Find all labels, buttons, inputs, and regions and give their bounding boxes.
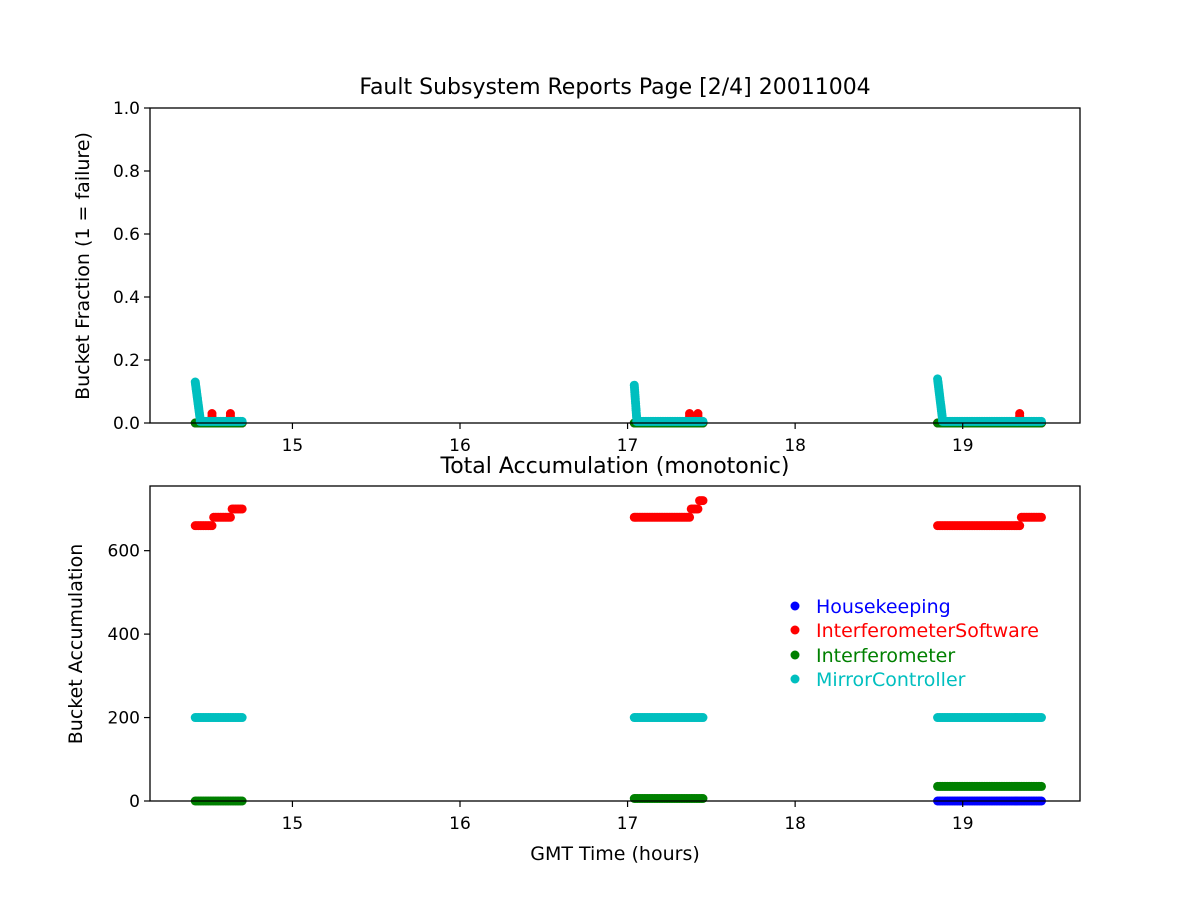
data-point bbox=[237, 713, 247, 723]
x-tick-label: 15 bbox=[282, 814, 304, 834]
accumulation-x-axis-label: GMT Time (hours) bbox=[530, 843, 700, 865]
x-tick-label: 19 bbox=[952, 814, 974, 834]
fraction-x-ticks: 15 16 17 18 19 bbox=[282, 423, 974, 456]
x-tick-label: 16 bbox=[449, 814, 471, 834]
y-tick-label: 0.8 bbox=[113, 162, 140, 182]
accumulation-y-ticks: 0 200 400 600 bbox=[108, 542, 150, 812]
legend: Housekeeping InterferometerSoftware Inte… bbox=[790, 596, 1039, 691]
legend-entry-interferometer: Interferometer bbox=[790, 645, 955, 667]
data-point bbox=[237, 504, 247, 514]
x-tick-label: 19 bbox=[952, 436, 974, 456]
fraction-panel: Fault Subsystem Reports Page [2/4] 20011… bbox=[72, 75, 1081, 456]
fraction-y-axis-label: Bucket Fraction (1 = failure) bbox=[72, 132, 94, 400]
x-tick-label: 18 bbox=[784, 436, 806, 456]
accumulation-y-axis-label: Bucket Accumulation bbox=[65, 544, 87, 745]
data-point bbox=[1015, 521, 1025, 531]
data-point bbox=[1036, 713, 1046, 723]
fraction-plot-frame bbox=[149, 107, 1081, 424]
data-point bbox=[698, 416, 708, 426]
x-tick-label: 17 bbox=[617, 814, 639, 834]
series-1-points bbox=[190, 496, 1046, 531]
legend-label-mirror-controller: MirrorController bbox=[816, 669, 966, 691]
series-3-points bbox=[190, 713, 1046, 723]
legend-entry-mirror-controller: MirrorController bbox=[790, 669, 966, 691]
y-tick-label: 0.6 bbox=[113, 225, 140, 245]
legend-marker-housekeeping bbox=[790, 601, 800, 611]
legend-marker-mirror-controller bbox=[790, 674, 800, 684]
data-point bbox=[1036, 416, 1046, 426]
series-3-points bbox=[190, 374, 1046, 426]
data-point bbox=[1036, 512, 1046, 522]
y-tick-label: 0 bbox=[129, 792, 140, 812]
series-2-points bbox=[190, 781, 1046, 806]
fraction-y-ticks: 0.0 0.2 0.4 0.6 0.8 1.0 bbox=[113, 99, 150, 434]
data-point bbox=[698, 794, 708, 803]
data-point bbox=[207, 521, 217, 531]
data-point bbox=[237, 416, 247, 426]
legend-label-interferometer-software: InterferometerSoftware bbox=[816, 620, 1039, 642]
data-point bbox=[1036, 781, 1046, 791]
legend-label-housekeeping: Housekeeping bbox=[816, 596, 951, 618]
x-tick-label: 16 bbox=[449, 436, 471, 456]
data-point bbox=[698, 496, 708, 506]
y-tick-label: 1.0 bbox=[113, 99, 140, 119]
x-tick-label: 17 bbox=[617, 436, 639, 456]
legend-entry-interferometer-software: InterferometerSoftware bbox=[790, 620, 1039, 642]
data-point bbox=[698, 713, 708, 723]
legend-label-interferometer: Interferometer bbox=[816, 645, 955, 667]
y-tick-label: 400 bbox=[108, 625, 140, 645]
legend-entry-housekeeping: Housekeeping bbox=[790, 596, 951, 618]
fraction-chart-title: Fault Subsystem Reports Page [2/4] 20011… bbox=[359, 75, 870, 100]
accumulation-plot-frame bbox=[149, 485, 1081, 802]
y-tick-label: 0.4 bbox=[113, 288, 140, 308]
data-point bbox=[685, 512, 695, 522]
accumulation-x-ticks: 15 16 17 18 19 bbox=[282, 801, 974, 834]
x-tick-label: 15 bbox=[282, 436, 304, 456]
data-point bbox=[693, 504, 703, 514]
x-tick-label: 18 bbox=[784, 814, 806, 834]
y-tick-label: 0.0 bbox=[113, 414, 140, 434]
y-tick-label: 600 bbox=[108, 542, 140, 562]
y-tick-label: 0.2 bbox=[113, 351, 140, 371]
y-tick-label: 200 bbox=[108, 709, 140, 729]
legend-marker-interferometer bbox=[790, 650, 800, 660]
accumulation-panel: Total Accumulation (monotonic) Bucket Ac… bbox=[65, 454, 1081, 865]
data-point bbox=[225, 512, 235, 522]
accumulation-chart-title: Total Accumulation (monotonic) bbox=[440, 454, 790, 479]
legend-marker-interferometer-software bbox=[790, 625, 800, 635]
